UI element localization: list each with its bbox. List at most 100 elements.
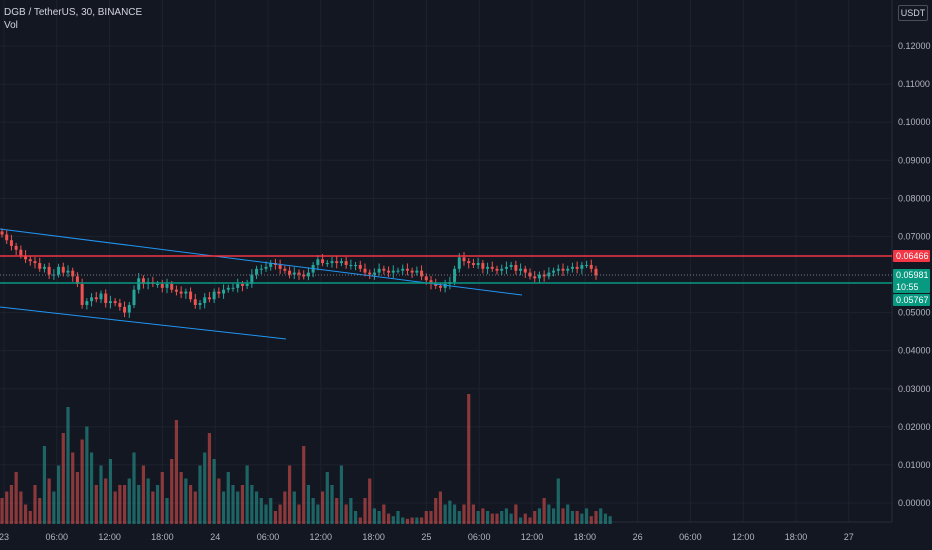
volume-bar <box>500 511 504 524</box>
volume-bar <box>320 491 325 524</box>
volume-bar <box>71 452 75 524</box>
volume-bar <box>113 491 117 524</box>
symbol-title[interactable]: DGB / TetherUS, 30, BINANCE <box>4 7 143 18</box>
candle-body <box>547 272 551 277</box>
candle-body <box>222 289 226 294</box>
candle-body <box>236 284 240 288</box>
candle-body <box>358 264 362 269</box>
volume-bar <box>339 465 344 524</box>
volume-bar <box>118 485 122 524</box>
candle-body <box>66 270 70 273</box>
candle-body <box>519 268 523 271</box>
candle-body <box>349 264 353 266</box>
candle-body <box>156 284 160 286</box>
volume-bar <box>75 472 80 524</box>
volume-indicator-label[interactable]: Vol <box>4 20 18 31</box>
volume-bar <box>146 478 150 524</box>
upper-trendline[interactable] <box>0 228 523 296</box>
candle-body <box>52 274 56 276</box>
currency-button[interactable]: USDT <box>898 5 928 21</box>
time-tick-label: 06:00 <box>468 532 491 542</box>
volume-bar <box>132 452 136 524</box>
volume-bar <box>363 498 367 524</box>
candle-body <box>264 266 268 269</box>
volume-bar <box>457 511 461 524</box>
bar-countdown: 10:55 <box>896 282 919 292</box>
volume-bar <box>212 459 216 524</box>
volume-bar <box>547 504 551 524</box>
volume-bar <box>551 508 556 524</box>
candle-body <box>476 263 480 265</box>
volume-bar <box>481 508 485 524</box>
candle-body <box>240 284 244 286</box>
candle-body <box>443 284 447 288</box>
chart-legend: DGB / TetherUS, 30, BINANCE Vol <box>4 6 142 32</box>
candle-body <box>415 270 419 273</box>
price-axis[interactable]: 0.12000 0.11000 0.10000 0.09000 0.08000 0.070… <box>898 41 931 508</box>
candle-body <box>113 301 117 304</box>
volume-bar <box>330 485 334 524</box>
volume-bar <box>221 491 226 524</box>
volume-bar <box>386 513 391 524</box>
candle-body <box>212 291 216 300</box>
candle-body <box>330 261 334 264</box>
candle-body <box>19 249 23 256</box>
candle-body <box>255 268 259 275</box>
volume-bar <box>368 478 372 524</box>
price-tick-label: 0.01000 <box>898 460 931 470</box>
time-tick-label: 24 <box>210 532 220 542</box>
volume-bar <box>448 500 452 524</box>
time-tick-label: 12:00 <box>732 532 755 542</box>
lower-trendline[interactable] <box>0 306 287 340</box>
candle-body <box>14 245 18 250</box>
volume-bar <box>264 504 268 524</box>
candle-body <box>80 284 84 305</box>
time-axis[interactable]: 23 06:00 12:00 18:00 24 06:00 12:00 18:00 25 06:0… <box>0 532 854 542</box>
candle-body <box>594 268 598 276</box>
volume-bar <box>33 485 37 524</box>
volume-bar <box>424 511 428 524</box>
volume-bar <box>556 478 560 524</box>
volume-bar <box>165 498 169 524</box>
time-tick-label: 12:00 <box>521 532 544 542</box>
time-tick-label: 18:00 <box>785 532 808 542</box>
time-tick-label: 06:00 <box>257 532 280 542</box>
volume-bar <box>203 452 207 524</box>
volume-bar <box>42 446 47 524</box>
candle-body <box>495 268 499 271</box>
candle-body <box>292 272 296 275</box>
volume-bar <box>518 517 523 524</box>
time-tick-label: 06:00 <box>46 532 69 542</box>
candle-body <box>387 270 391 273</box>
volume-bar <box>514 504 518 524</box>
price-tick-label: 0.00000 <box>898 498 931 508</box>
candle-body <box>5 234 9 241</box>
candle-body <box>420 270 424 277</box>
candle-body <box>542 274 546 277</box>
volume-bar <box>0 498 4 524</box>
volume-bar <box>335 498 339 524</box>
volume-bar <box>240 485 245 524</box>
candle-body <box>509 264 513 267</box>
candle-body <box>405 268 409 271</box>
candle-body <box>471 263 475 265</box>
volume-bar <box>452 504 457 524</box>
volume-bar <box>14 472 18 524</box>
candle-body <box>47 266 51 275</box>
time-tick-label: 18:00 <box>362 532 385 542</box>
time-tick-label: 18:00 <box>151 532 174 542</box>
volume-bar <box>401 517 405 524</box>
candle-body <box>38 263 42 269</box>
volume-bar <box>151 491 155 524</box>
candle-body <box>278 264 282 269</box>
volume-bar <box>188 485 193 524</box>
volume-bar <box>353 511 358 524</box>
volume-bar <box>599 508 603 524</box>
volume-bar <box>141 465 146 524</box>
candle-body <box>401 268 405 271</box>
volume-bar <box>287 465 292 524</box>
volume-bar <box>94 485 98 524</box>
volume-bar <box>56 465 61 524</box>
candle-body <box>580 264 584 269</box>
